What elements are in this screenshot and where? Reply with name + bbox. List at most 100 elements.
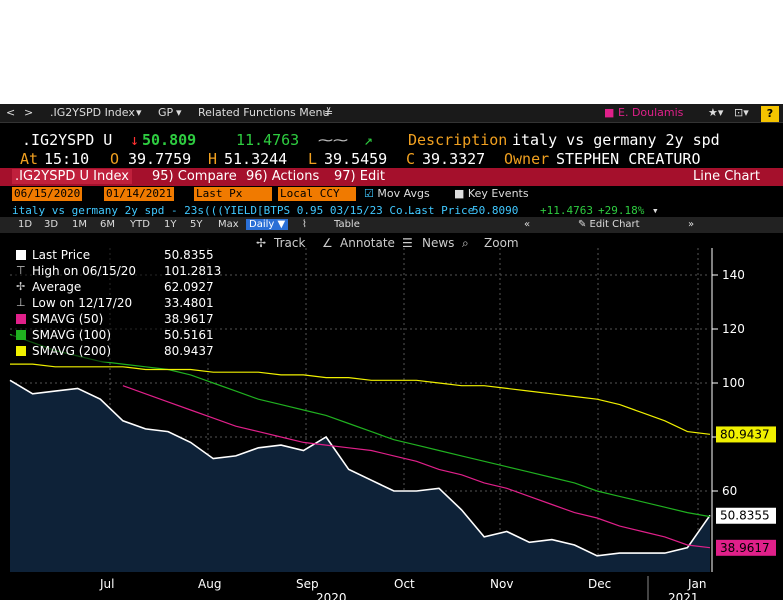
low-value: 39.5459	[324, 150, 388, 168]
currency-selector[interactable]: Local CCY	[278, 187, 356, 201]
annotate-button[interactable]: Annotate	[340, 236, 395, 250]
chart-legend: Last Price 50.8355 ⊤ High on 06/15/20 101.28…	[12, 244, 221, 362]
collapse-left-icon[interactable]: «	[524, 219, 531, 230]
x-tick-label: Jan	[687, 577, 707, 591]
message-icon[interactable]: ■	[604, 106, 615, 119]
ticker: .IG2YSPD U	[22, 131, 113, 149]
legend-value: 50.5161	[164, 328, 214, 342]
end-date-field[interactable]: 01/14/2021	[104, 187, 175, 201]
field-selector[interactable]: Last Px	[194, 187, 272, 201]
index-field[interactable]: .IG2YSPD U Index	[12, 169, 132, 184]
user-name[interactable]: E. Doulamis	[618, 106, 684, 119]
net-change: 11.4763	[236, 131, 300, 149]
compare-button[interactable]: 95) Compare	[152, 169, 237, 184]
news-icon[interactable]: ☰	[402, 236, 413, 250]
legend-name: High on 06/15/20	[32, 264, 137, 278]
period-1y[interactable]: 1Y	[164, 219, 177, 230]
period-1d[interactable]: 1D	[18, 219, 33, 230]
low-label: L	[308, 150, 318, 168]
chart-type[interactable]: Line Chart	[693, 169, 760, 184]
series-name[interactable]: italy vs germany 2y spd - 23s	[12, 204, 205, 217]
description-label: Description	[408, 131, 508, 149]
chart-style-icon[interactable]: ⌇	[302, 219, 307, 230]
high-value: 51.3244	[224, 150, 288, 168]
mov-avgs-label: Mov Avgs	[377, 187, 430, 200]
window-options-icon[interactable]: ⊡▾	[734, 106, 749, 119]
function-selector[interactable]: GP	[158, 106, 174, 119]
period-1m[interactable]: 1M	[72, 219, 87, 230]
legend-swatch	[16, 314, 26, 324]
frequency-selector[interactable]: Daily ▼	[246, 219, 289, 230]
top-toolbar: < > .IG2YSPD Index ▾ GP ▾ Related Functi…	[0, 104, 783, 123]
checkbox-icon[interactable]: ■	[454, 187, 465, 200]
legend-swatch	[16, 346, 26, 356]
x-tick-label: Aug	[198, 577, 221, 591]
period-3d[interactable]: 3D	[44, 219, 59, 230]
security-selector[interactable]: .IG2YSPD Index	[50, 106, 135, 119]
period-max[interactable]: Max	[218, 219, 239, 230]
last-price-area	[10, 380, 710, 572]
chevron-down-icon[interactable]: ▾	[176, 106, 182, 119]
trend-up-icon: ↗	[364, 131, 374, 149]
news-button[interactable]: News	[422, 236, 455, 250]
annotate-icon[interactable]: ∠	[322, 236, 333, 250]
forward-button[interactable]: >	[24, 106, 34, 119]
down-arrow-icon: ↓	[130, 131, 140, 149]
legend-name: Average	[32, 280, 82, 294]
series-change: +11.4763	[540, 204, 593, 217]
owner-value: STEPHEN CREATURO	[556, 150, 701, 168]
price-label-box	[716, 507, 776, 524]
legend-name: SMAVG (100)	[32, 328, 112, 342]
x-tick-label: Sep	[296, 577, 319, 591]
legend-name: SMAVG (50)	[32, 312, 104, 326]
series-last-price: 50.8090	[472, 204, 519, 217]
favorite-star-icon[interactable]: ★▾	[708, 106, 724, 119]
collapse-right-icon[interactable]: »	[688, 219, 695, 230]
zoom-icon[interactable]: ⌕	[462, 236, 469, 250]
period-5y[interactable]: 5Y	[190, 219, 203, 230]
edit-chart-button[interactable]: ✎ Edit Chart	[578, 219, 640, 230]
tools-row: ✢ Track ∠ Annotate ☰ News ⌕ Zoom	[0, 234, 783, 252]
series-formula[interactable]: (((YIELD[BTPS 0.95 03/15/23 Co...	[204, 204, 423, 217]
back-button[interactable]: <	[6, 106, 16, 119]
start-date-field[interactable]: 06/15/2020	[12, 187, 83, 201]
legend-name: Last Price	[32, 248, 91, 262]
double-chevron-icon[interactable]: ≚	[324, 106, 334, 119]
period-6m[interactable]: 6M	[100, 219, 115, 230]
legend-value: 80.9437	[164, 344, 214, 358]
table-button[interactable]: Table	[334, 219, 360, 230]
owner-label: Owner	[504, 150, 550, 168]
period-ytd[interactable]: YTD	[130, 219, 150, 230]
actions-button[interactable]: 96) Actions	[246, 169, 320, 184]
year-label: 2021	[668, 591, 699, 600]
series-last-price-label: Last Price	[408, 204, 475, 217]
close-value: 39.3327	[422, 150, 486, 168]
checkbox-icon[interactable]: ☑	[364, 187, 374, 200]
zoom-button[interactable]: Zoom	[484, 236, 519, 250]
mov-avgs-toggle[interactable]: ☑ Mov Avgs	[364, 187, 430, 200]
legend-value: 62.0927	[164, 280, 214, 294]
series-options-icon[interactable]: ▾	[652, 204, 659, 217]
bloomberg-terminal: < > .IG2YSPD Index ▾ GP ▾ Related Functi…	[0, 104, 783, 600]
track-button[interactable]: Track	[274, 236, 306, 250]
legend-name: Low on 12/17/20	[32, 296, 133, 310]
key-events-label: Key Events	[467, 187, 529, 200]
legend-value: 101.2813	[164, 264, 222, 278]
price-chart[interactable]: 608010012014080.943750.835538.9617JulAug…	[0, 104, 783, 600]
command-bar: .IG2YSPD U Index 95) Compare 96) Actions…	[0, 168, 783, 186]
crosshair-icon[interactable]: ✢	[256, 236, 267, 250]
legend-swatch: ✢	[16, 280, 26, 293]
series-line-smavg-200-	[10, 363, 711, 435]
close-label: C	[406, 150, 416, 168]
x-tick-label: Nov	[490, 577, 513, 591]
chevron-down-icon[interactable]: ▾	[136, 106, 142, 119]
edit-button[interactable]: 97) Edit	[334, 169, 385, 184]
y-tick-label: 100	[722, 376, 745, 390]
key-events-toggle[interactable]: ■ Key Events	[454, 187, 529, 200]
help-button[interactable]: ?	[761, 106, 779, 122]
related-functions-menu[interactable]: Related Functions Menu	[198, 106, 330, 119]
x-tick-label: Jul	[99, 577, 114, 591]
y-tick-label: 140	[722, 268, 745, 282]
period-bar: 1D 3D 1M 6M YTD 1Y 5Y Max Daily ▼ ⌇ Table « ✎ Edit C…	[0, 217, 783, 233]
legend-swatch: ⊥	[16, 296, 26, 309]
